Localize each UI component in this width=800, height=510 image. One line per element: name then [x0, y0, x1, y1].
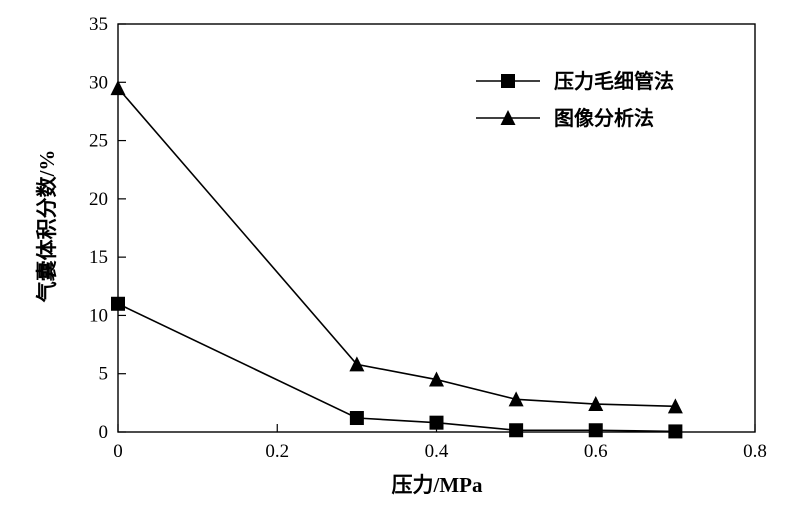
y-tick-label: 10 — [89, 305, 108, 326]
x-tick-label: 0.2 — [265, 441, 289, 462]
data-point-square — [111, 296, 125, 311]
data-point-triangle — [349, 356, 365, 372]
data-point-square — [429, 415, 444, 430]
x-tick-label: 0.8 — [743, 441, 767, 462]
x-tick-label: 0.4 — [425, 441, 449, 462]
data-point-triangle — [429, 371, 444, 387]
series-2 — [110, 80, 683, 414]
legend-label: 图像分析法 — [554, 106, 654, 130]
y-axis: 0 5 10 15 20 25 30 35 — [89, 14, 126, 443]
x-axis: 0 0.2 0.4 0.6 0.8 — [113, 424, 767, 462]
series-1 — [111, 296, 683, 439]
series-line — [117, 87, 676, 408]
legend-marker-triangle — [500, 110, 516, 125]
y-tick-label: 20 — [89, 189, 108, 210]
data-point-triangle — [667, 398, 683, 414]
y-tick-label: 5 — [99, 364, 109, 385]
y-tick-label: 0 — [99, 422, 109, 443]
series-layer — [110, 80, 683, 439]
y-tick-label: 30 — [89, 72, 108, 93]
data-point-triangle — [508, 391, 524, 407]
data-point-square — [509, 423, 524, 438]
x-axis-title: 压力/MPa — [392, 473, 483, 497]
data-point-square — [588, 423, 603, 438]
x-tick-label: 0 — [113, 441, 123, 462]
y-tick-label: 15 — [89, 247, 108, 268]
x-tick-label: 0.6 — [584, 441, 608, 462]
legend-label: 压力毛细管法 — [554, 69, 674, 93]
data-point-triangle — [588, 396, 604, 412]
data-point-square — [349, 411, 364, 426]
legend-marker-square — [501, 74, 515, 88]
y-tick-label: 35 — [89, 14, 108, 35]
data-point-square — [668, 424, 683, 439]
y-tick-label: 25 — [89, 131, 108, 152]
series-line — [117, 303, 676, 433]
y-axis-title: 气囊体积分数/% — [35, 150, 59, 304]
data-point-triangle — [110, 80, 126, 96]
